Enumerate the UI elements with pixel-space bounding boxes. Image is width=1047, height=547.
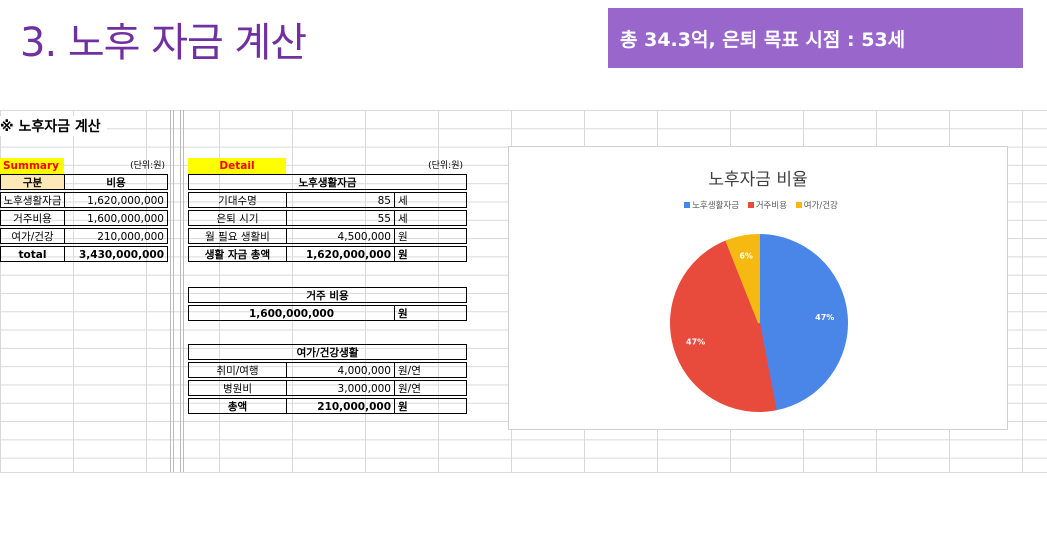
living-row-value: 85 <box>286 192 395 208</box>
leisure-total-unit: 원 <box>394 398 467 414</box>
summary-row-name: 거주비용 <box>0 210 65 226</box>
pie-svg: 47% 47% 6% <box>670 233 848 412</box>
housing-unit: 원 <box>394 305 467 321</box>
pie-data-label: 6% <box>739 252 753 261</box>
summary-label: Summary <box>0 158 64 174</box>
pie-slice[interactable] <box>758 233 848 411</box>
legend-swatch <box>747 202 754 208</box>
legend-swatch <box>684 202 691 208</box>
living-row-name: 기대수명 <box>188 192 287 208</box>
summary-row-value: 1,600,000,000 <box>64 210 168 226</box>
leisure-row-unit: 원/연 <box>394 380 467 396</box>
summary-row-value: 1,620,000,000 <box>64 192 168 208</box>
living-row-unit: 세 <box>394 192 467 208</box>
living-row-name: 월 필요 생활비 <box>188 228 287 244</box>
summary-banner-text: 총 34.3억, 은퇴 목표 시점 : 53세 <box>620 28 906 51</box>
living-header: 노후생활자금 <box>188 174 467 190</box>
detail-label: Detail <box>188 158 286 174</box>
summary-row-value: 210,000,000 <box>64 228 168 244</box>
living-row-name: 은퇴 시기 <box>188 210 287 226</box>
leisure-row-value: 3,000,000 <box>286 380 395 396</box>
pie-slice[interactable] <box>670 239 777 412</box>
leisure-header: 여가/건강생활 <box>188 344 467 360</box>
living-row-value: 4,500,000 <box>286 228 395 244</box>
sheet-bottom-border <box>0 472 1047 473</box>
living-total-name: 생활 자금 총액 <box>188 246 287 262</box>
detail-unit: (단위:원) <box>428 161 463 171</box>
leisure-row-name: 취미/여행 <box>188 362 287 378</box>
living-row-value: 55 <box>286 210 395 226</box>
summary-header-cost: 비용 <box>64 174 168 190</box>
pie-data-label: 47% <box>686 337 705 346</box>
leisure-row-value: 4,000,000 <box>286 362 395 378</box>
column-separator <box>180 110 184 472</box>
legend-label: 노후생활자금 <box>692 201 740 211</box>
summary-total-value: 3,430,000,000 <box>64 246 168 262</box>
leisure-row-name: 병원비 <box>188 380 287 396</box>
summary-total-name: total <box>0 246 65 262</box>
sheet-heading: ※ 노후자금 계산 <box>0 116 107 136</box>
summary-banner: 총 34.3억, 은퇴 목표 시점 : 53세 <box>608 8 1023 68</box>
summary-row-name: 여가/건강 <box>0 228 65 244</box>
living-row-unit: 세 <box>394 210 467 226</box>
living-total-unit: 원 <box>394 246 467 262</box>
pie-slice[interactable] <box>725 233 760 324</box>
pie-data-label: 47% <box>815 313 834 322</box>
summary-unit: (단위:원) <box>130 161 165 171</box>
legend-label: 거주비용 <box>755 201 788 211</box>
leisure-row-unit: 원/연 <box>394 362 467 378</box>
legend-swatch <box>795 202 802 208</box>
leisure-total-name: 총액 <box>188 398 287 414</box>
chart-legend: 노후생활자금 거주비용 여가/건강 <box>509 199 1007 211</box>
chart-title: 노후자금 비율 <box>708 170 808 190</box>
legend-label: 여가/건강 <box>803 201 838 211</box>
living-total-value: 1,620,000,000 <box>286 246 395 262</box>
summary-row-name: 노후생활자금 <box>0 192 65 208</box>
leisure-total-value: 210,000,000 <box>286 398 395 414</box>
pie-chart[interactable]: 노후자금 비율 노후생활자금 거주비용 여가/건강 47% 47% 6% <box>508 146 1008 430</box>
housing-header: 거주 비용 <box>188 287 467 303</box>
living-row-unit: 원 <box>394 228 467 244</box>
slide-title: 3. 노후 자금 계산 <box>20 20 307 66</box>
summary-header-category: 구분 <box>0 174 65 190</box>
column-separator <box>170 110 174 472</box>
housing-value: 1,600,000,000 <box>188 305 395 321</box>
